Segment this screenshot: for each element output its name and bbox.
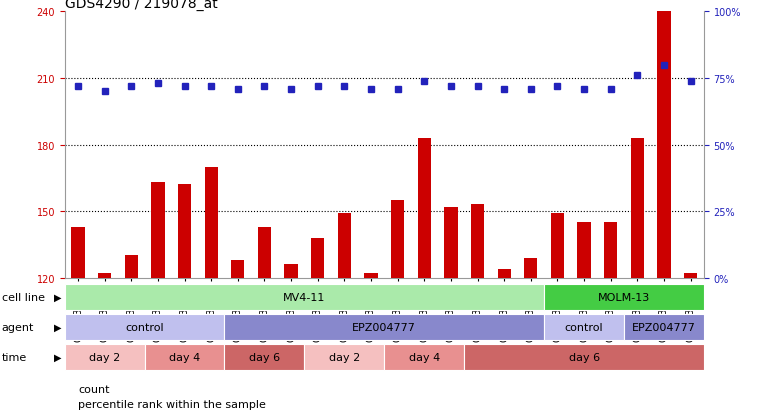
Text: GDS4290 / 219078_at: GDS4290 / 219078_at (65, 0, 218, 12)
Text: ▶: ▶ (54, 352, 62, 362)
Text: day 6: day 6 (568, 352, 600, 362)
Bar (285, 265, 298, 278)
Bar (578, 223, 591, 278)
Bar (205, 167, 218, 278)
Text: day 4: day 4 (169, 352, 200, 362)
Bar (684, 273, 697, 278)
Text: day 4: day 4 (409, 352, 440, 362)
Text: cell line: cell line (2, 292, 45, 302)
Text: day 2: day 2 (89, 352, 120, 362)
Text: agent: agent (2, 322, 34, 332)
Text: MV4-11: MV4-11 (283, 292, 326, 302)
Bar (231, 260, 244, 278)
Bar (65, 314, 224, 340)
Bar (444, 207, 457, 278)
Text: EPZ004777: EPZ004777 (632, 322, 696, 332)
Bar (631, 138, 644, 278)
Bar (471, 205, 484, 278)
Text: day 6: day 6 (249, 352, 280, 362)
Bar (311, 238, 324, 278)
Bar (624, 314, 704, 340)
Bar (551, 214, 564, 278)
Bar (224, 314, 544, 340)
Text: control: control (565, 322, 603, 332)
Bar (391, 200, 404, 278)
Bar (125, 256, 138, 278)
Bar (98, 273, 111, 278)
Bar (384, 344, 464, 370)
Bar (524, 258, 537, 278)
Bar (464, 344, 704, 370)
Text: ▶: ▶ (54, 292, 62, 302)
Bar (418, 138, 431, 278)
Bar (178, 185, 191, 278)
Bar (224, 344, 304, 370)
Bar (65, 284, 544, 310)
Bar (498, 269, 511, 278)
Text: day 2: day 2 (329, 352, 360, 362)
Bar (338, 214, 351, 278)
Text: count: count (78, 384, 110, 394)
Bar (544, 314, 624, 340)
Text: EPZ004777: EPZ004777 (352, 322, 416, 332)
Text: control: control (126, 322, 164, 332)
Text: time: time (2, 352, 27, 362)
Bar (304, 344, 384, 370)
Bar (658, 12, 670, 278)
Bar (544, 284, 704, 310)
Bar (145, 344, 224, 370)
Bar (365, 273, 377, 278)
Text: MOLM-13: MOLM-13 (598, 292, 650, 302)
Text: ▶: ▶ (54, 322, 62, 332)
Bar (151, 183, 164, 278)
Bar (258, 227, 271, 278)
Bar (72, 227, 84, 278)
Bar (65, 344, 145, 370)
Text: percentile rank within the sample: percentile rank within the sample (78, 399, 266, 409)
Bar (604, 223, 617, 278)
